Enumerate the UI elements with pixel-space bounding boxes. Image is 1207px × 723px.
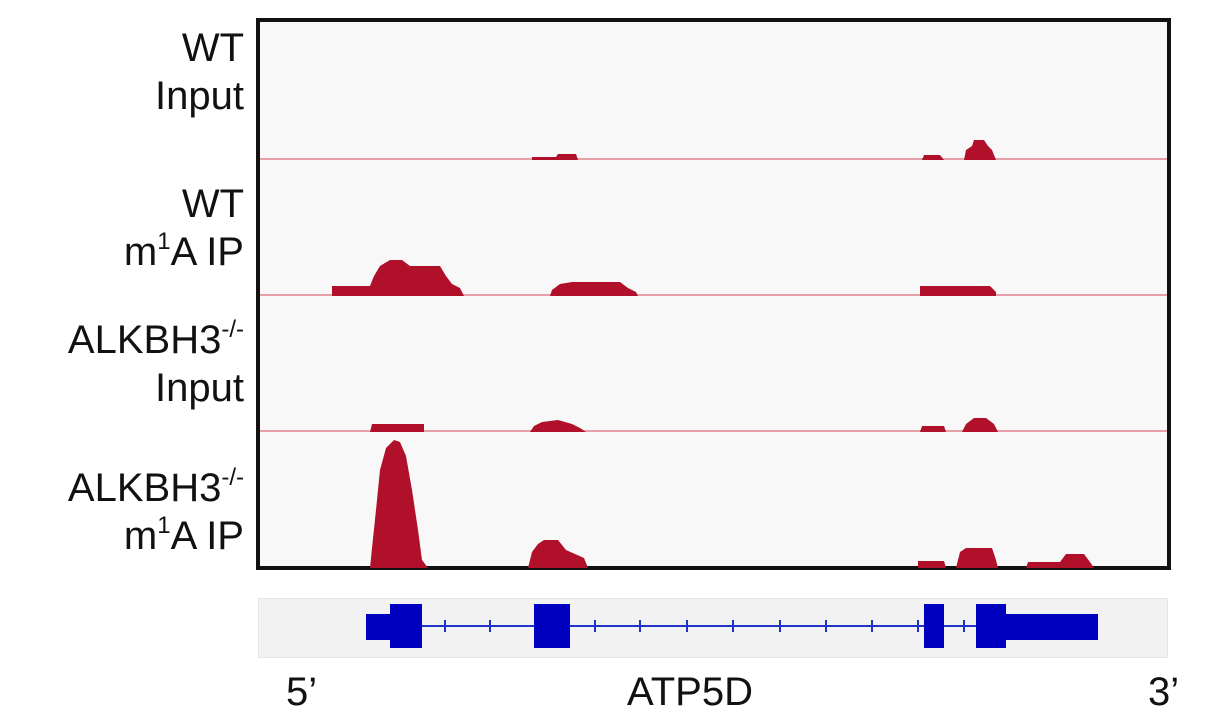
utr-5prime	[366, 614, 392, 640]
track-label-line2: Input	[155, 74, 244, 118]
signal-alkbh3-input	[370, 418, 998, 432]
peak	[956, 548, 998, 568]
peak	[332, 260, 464, 296]
track-label-line2-sup: 1	[157, 228, 171, 255]
peak	[528, 540, 588, 568]
track-label-line2-sup: 1	[157, 512, 171, 539]
exon-1	[390, 604, 422, 648]
utr-3prime	[1004, 614, 1098, 640]
track-label-wt-m1a-ip: WT m1A IP	[124, 180, 244, 276]
intron-direction-ticks	[444, 620, 965, 632]
signal-wt-m1a-ip	[332, 260, 996, 296]
peak	[370, 440, 428, 568]
peak	[962, 418, 998, 432]
track-label-alkbh3-m1a-ip: ALKBH3-/- m1A IP	[68, 464, 244, 560]
peak	[920, 286, 996, 296]
peak	[530, 420, 586, 432]
track-label-line1-sup: -/-	[221, 464, 244, 491]
exons	[366, 604, 1098, 648]
three-prime-label: 3’	[1148, 670, 1180, 714]
peak	[550, 282, 638, 296]
peak	[920, 426, 946, 432]
track-label-line1: WT	[181, 182, 244, 226]
gene-model	[366, 604, 1098, 648]
signal-alkbh3-m1a-ip	[370, 440, 1094, 568]
track-label-line2-prefix: m	[123, 514, 158, 558]
peak	[922, 155, 944, 160]
peak	[964, 140, 996, 160]
peak	[918, 561, 946, 568]
track-label-line2-prefix: m	[123, 230, 158, 274]
track-label-line1: ALKBH3	[67, 318, 222, 362]
track-label-line2: Input	[155, 366, 244, 410]
track-label-line1: WT	[181, 26, 244, 70]
peak	[532, 154, 578, 160]
track-label-line2: A IP	[170, 514, 244, 558]
signal-wt-input	[532, 140, 996, 160]
peak	[1026, 554, 1094, 568]
exon-4	[976, 604, 1006, 648]
five-prime-label: 5’	[286, 670, 318, 714]
gene-name-label: ATP5D	[627, 670, 753, 714]
track-label-line1-sup: -/-	[221, 316, 244, 343]
track-label-line2: A IP	[170, 230, 244, 274]
track-label-wt-input: WT Input	[155, 24, 244, 120]
track-label-line1: ALKBH3	[67, 466, 222, 510]
exon-2	[534, 604, 570, 648]
track-label-alkbh3-input: ALKBH3-/- Input	[68, 316, 244, 412]
exon-3	[924, 604, 944, 648]
peak	[370, 424, 424, 432]
